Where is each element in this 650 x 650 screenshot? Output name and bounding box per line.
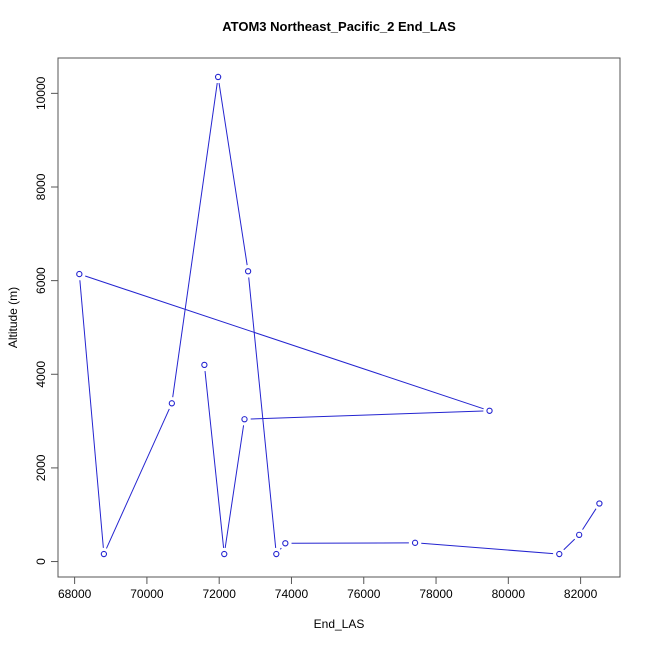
- y-tick-label: 6000: [34, 267, 48, 294]
- x-tick-label: 78000: [419, 587, 453, 601]
- y-tick-label: 0: [34, 558, 48, 565]
- series-segment: [224, 425, 245, 549]
- x-axis-label: End_LAS: [314, 617, 365, 631]
- x-tick-label: 74000: [275, 587, 309, 601]
- chart-title: ATOM3 Northeast_Pacific_2 End_LAS: [222, 19, 456, 34]
- y-tick-label: 8000: [34, 173, 48, 200]
- data-point-marker: [411, 539, 419, 546]
- series-segment: [421, 542, 554, 555]
- plot-frame-layer: [57, 57, 621, 578]
- y-tick-label: 10000: [34, 76, 48, 110]
- y-tick-label: 2000: [34, 454, 48, 481]
- data-point-marker: [273, 550, 280, 558]
- series-segment: [79, 280, 104, 548]
- axis-tick-layer: 68000 70000 72000 74000 76000 78000 80000 82000…: [34, 76, 598, 601]
- data-point-marker: [201, 361, 208, 369]
- data-point-marker: [596, 500, 603, 507]
- series-segment: [582, 508, 597, 530]
- x-tick-label: 68000: [58, 587, 92, 601]
- series-segment: [248, 277, 277, 548]
- data-point-marker: [76, 270, 83, 278]
- x-tick-label: 70000: [130, 587, 164, 601]
- data-point-marker: [576, 531, 583, 539]
- series-segment: [105, 408, 170, 549]
- series-segment: [204, 371, 225, 548]
- data-point-marker: [556, 550, 563, 558]
- series-segment: [172, 83, 218, 398]
- data-point-marker: [486, 407, 493, 414]
- y-axis-label: Altitude (m): [6, 287, 20, 348]
- x-tick-label: 72000: [203, 587, 237, 601]
- series-segment: [218, 83, 248, 266]
- data-point-marker: [214, 73, 222, 81]
- data-series-layer: [76, 73, 603, 558]
- data-point-marker: [221, 550, 228, 558]
- plot-frame: [57, 57, 621, 578]
- x-tick-label: 76000: [347, 587, 381, 601]
- y-tick-label: 4000: [34, 361, 48, 388]
- data-point-marker: [241, 416, 248, 423]
- data-point-marker: [168, 400, 175, 407]
- data-point-marker: [100, 550, 108, 558]
- series-segment: [85, 275, 484, 410]
- series-segment: [250, 410, 484, 420]
- x-tick-label: 80000: [492, 587, 526, 601]
- x-tick-label: 82000: [564, 587, 598, 601]
- series-segment: [279, 547, 282, 550]
- data-point-marker: [244, 268, 252, 275]
- series-segment: [563, 538, 576, 551]
- data-point-marker: [282, 540, 289, 547]
